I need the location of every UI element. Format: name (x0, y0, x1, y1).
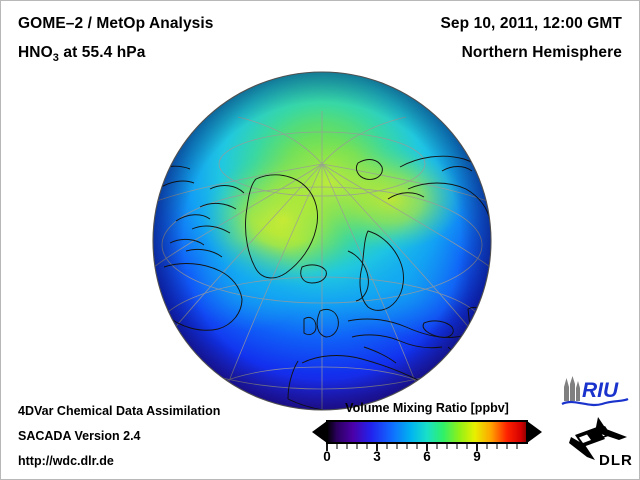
globe-map (152, 71, 492, 411)
colorbar-right-arrow (527, 421, 542, 443)
dlr-bird-icon (569, 417, 627, 460)
page-title: GOME–2 / MetOp Analysis (18, 15, 214, 32)
riu-tower-icon (564, 376, 580, 401)
colorbar-minor-ticks (336, 444, 518, 449)
colorbar-tick-6: 6 (423, 449, 431, 464)
dlr-logo: DLR (569, 417, 633, 469)
globe-contents (153, 72, 491, 410)
footer-line-version: SACADA Version 2.4 (18, 429, 141, 443)
dlr-logo-text: DLR (599, 452, 633, 469)
species-level-label: HNO3 at 55.4 hPa (18, 44, 146, 64)
riu-logo: RIU (561, 376, 629, 407)
date-time-label: Sep 10, 2011, 12:00 GMT (440, 15, 622, 32)
footer-line-method: 4DVar Chemical Data Assimilation (18, 404, 221, 418)
colorbar-tick-3: 3 (373, 449, 381, 464)
colorbar-svg (312, 420, 542, 451)
colorbar-gradient (327, 421, 527, 443)
orthographic-projection-svg (152, 71, 492, 411)
species-subscript: 3 (52, 52, 59, 64)
footer-line-url[interactable]: http://wdc.dlr.de (18, 454, 114, 468)
colorbar: Volume Mixing Ratio [ppbv] (311, 401, 543, 471)
colorbar-title: Volume Mixing Ratio [ppbv] (345, 401, 509, 415)
colorbar-tick-9: 9 (473, 449, 481, 464)
hemisphere-label: Northern Hemisphere (461, 44, 622, 61)
colorbar-frame (326, 420, 528, 444)
colorbar-major-ticks (326, 444, 478, 451)
pressure-level-text: at 55.4 hPa (58, 44, 146, 61)
riu-logo-text: RIU (582, 379, 619, 402)
colorbar-tick-0: 0 (323, 449, 331, 464)
colorbar-left-arrow (312, 421, 327, 443)
globe-outline (152, 71, 492, 411)
limb-shading (153, 72, 491, 410)
species-name: HNO (18, 44, 53, 61)
riu-wave-icon (561, 397, 629, 407)
